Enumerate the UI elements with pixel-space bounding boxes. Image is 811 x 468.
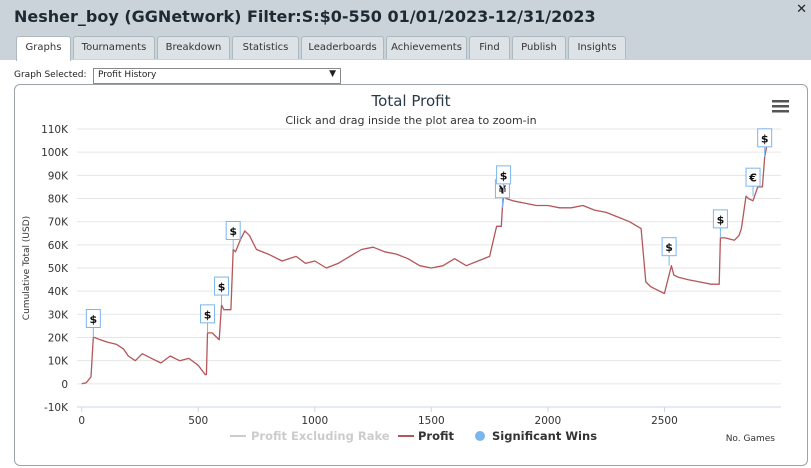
tab-publish[interactable]: Publish <box>512 36 566 59</box>
significant-win-flag[interactable] <box>225 220 241 240</box>
legend-significant-wins-label[interactable]: Significant Wins <box>492 429 597 443</box>
window-title: Nesher_boy (GGNetwork) Filter:S:$0-550 0… <box>14 7 596 26</box>
hamburger-menu-icon[interactable] <box>772 100 789 113</box>
y-tick-label: 40K <box>48 286 69 298</box>
x-tick-label: 1500 <box>418 415 445 427</box>
x-tick-label: 1000 <box>301 415 328 427</box>
title-bar: Nesher_boy (GGNetwork) Filter:S:$0-550 0… <box>0 0 811 34</box>
legend-excluding-rake-label[interactable]: Profit Excluding Rake <box>251 429 390 443</box>
significant-win-flag[interactable] <box>757 128 773 148</box>
hamburger-menu-bar <box>772 110 789 113</box>
chevron-down-icon: ▼ <box>329 69 336 79</box>
y-tick-label: 90K <box>48 170 69 182</box>
y-tick-label: 10K <box>48 356 69 368</box>
tab-graphs[interactable]: Graphs <box>16 36 71 61</box>
significant-win-flag[interactable] <box>661 237 677 257</box>
x-tick-label: 500 <box>188 415 208 427</box>
legend-profit-label[interactable]: Profit <box>418 429 455 443</box>
x-tick-label: 2000 <box>535 415 562 427</box>
tab-leaderboards[interactable]: Leaderboards <box>301 36 384 59</box>
profit-line <box>81 138 769 385</box>
y-tick-label: 60K <box>48 240 69 252</box>
x-axis-title: No. Games <box>726 434 776 444</box>
tab-insights[interactable]: Insights <box>568 36 626 59</box>
significant-win-label: $ <box>89 313 97 326</box>
significant-win-label: $ <box>717 213 725 226</box>
close-x-icon[interactable]: ✕ <box>796 2 807 17</box>
significant-win-label: $ <box>665 241 673 254</box>
y-axis-title: Cumulative Total (USD) <box>22 216 32 320</box>
y-tick-label: 70K <box>48 217 69 229</box>
significant-win-label: € <box>748 172 757 185</box>
significant-win-flag[interactable] <box>745 167 761 187</box>
chart-title: Total Profit <box>371 92 451 110</box>
y-tick-label: 0 <box>61 379 68 391</box>
significant-win-label: $ <box>500 169 508 182</box>
hamburger-menu-bar <box>772 105 789 108</box>
significant-win-flag[interactable] <box>214 276 230 296</box>
significant-win-label: ¥ <box>499 183 507 196</box>
profit-chart[interactable]: Total Profit Click and drag inside the pl… <box>15 85 807 465</box>
tab-breakdown[interactable]: Breakdown <box>157 36 230 59</box>
y-tick-label: -10K <box>44 402 69 414</box>
significant-win-flag[interactable] <box>496 165 512 185</box>
significant-win-label: $ <box>761 132 769 145</box>
significant-win-flag[interactable] <box>85 309 101 328</box>
legend-significant-wins-swatch[interactable] <box>475 431 485 441</box>
x-tick-label: 2500 <box>651 415 678 427</box>
x-tick-label: 0 <box>78 415 85 427</box>
significant-win-flag[interactable] <box>712 209 728 229</box>
significant-win-label: $ <box>204 308 212 321</box>
significant-win-label: $ <box>229 225 237 238</box>
hamburger-menu-bar <box>772 100 789 103</box>
significant-win-flag[interactable] <box>200 304 216 324</box>
y-tick-label: 50K <box>48 263 69 275</box>
tab-find[interactable]: Find <box>469 36 510 59</box>
tab-tournaments[interactable]: Tournaments <box>73 36 155 59</box>
y-tick-label: 100K <box>41 147 69 159</box>
y-tick-label: 80K <box>48 194 69 206</box>
graph-select-label: Graph Selected: <box>14 70 87 80</box>
chart-subtitle: Click and drag inside the plot area to z… <box>285 114 536 127</box>
significant-win-label: $ <box>218 281 226 294</box>
tab-statistics[interactable]: Statistics <box>232 36 299 59</box>
y-tick-label: 110K <box>41 124 69 136</box>
graph-select-dropdown[interactable]: Profit History ▼ <box>93 68 341 84</box>
y-tick-label: 30K <box>48 309 69 321</box>
graph-select-value: Profit History <box>98 70 157 80</box>
chart-panel: Total Profit Click and drag inside the pl… <box>14 84 808 466</box>
y-tick-label: 20K <box>48 333 69 345</box>
tab-achievements[interactable]: Achievements <box>386 36 467 59</box>
